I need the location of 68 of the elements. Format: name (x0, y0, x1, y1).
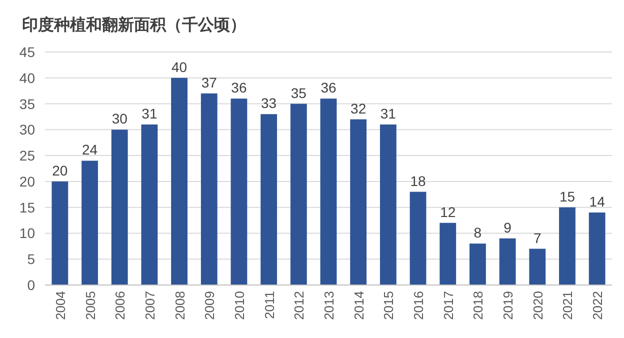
bar (82, 160, 98, 285)
y-tick-label: 40 (19, 70, 36, 86)
data-label: 20 (52, 162, 68, 178)
data-label: 8 (474, 224, 482, 241)
data-label: 30 (112, 110, 128, 127)
data-label: 35 (290, 84, 307, 101)
bar (529, 248, 546, 285)
data-label: 18 (410, 172, 426, 189)
x-tick-label: 2005 (82, 291, 98, 320)
x-tick-label: 2018 (470, 291, 486, 320)
bar (320, 98, 337, 285)
x-tick-label: 2012 (292, 291, 307, 320)
x-tick-label: 2021 (560, 291, 576, 320)
x-tick-label: 2017 (440, 291, 456, 320)
bar (171, 78, 188, 285)
x-tick-label: 2011 (262, 291, 277, 319)
data-label: 9 (504, 219, 512, 236)
bar (350, 119, 367, 285)
data-label: 7 (533, 230, 542, 246)
bar (52, 181, 68, 285)
x-tick-label: 2007 (142, 291, 158, 320)
bar (410, 192, 426, 285)
y-tick-label: 20 (19, 173, 36, 190)
bar (141, 124, 158, 285)
y-tick-label: 35 (19, 96, 36, 112)
x-tick-label: 2015 (381, 291, 396, 320)
y-tick-label: 30 (19, 122, 36, 138)
x-tick-label: 2008 (172, 291, 188, 320)
x-tick-label: 2020 (530, 291, 546, 320)
data-label: 36 (231, 80, 247, 96)
y-tick-label: 45 (19, 44, 36, 60)
bar (380, 124, 396, 285)
x-tick-label: 2013 (322, 291, 336, 320)
data-label: 31 (380, 105, 396, 122)
y-tick-label: 25 (19, 148, 36, 164)
x-tick-label: 2010 (232, 291, 247, 320)
bar (200, 93, 218, 285)
bar (588, 212, 606, 285)
bar (290, 104, 307, 285)
bar (559, 207, 576, 285)
data-label: 37 (201, 74, 218, 90)
bar (230, 98, 248, 285)
x-tick-label: 2006 (112, 291, 128, 320)
x-tick-label: 2019 (500, 291, 516, 320)
data-label: 14 (589, 194, 606, 210)
x-tick-label: 2014 (351, 291, 366, 320)
bar (440, 222, 456, 285)
data-label: 31 (142, 105, 158, 122)
y-tick-label: 15 (19, 199, 36, 216)
x-tick-label: 2016 (411, 291, 426, 320)
y-tick-label: 5 (27, 251, 36, 268)
data-label: 32 (350, 100, 366, 116)
chart-title: 印度种植和翻新面积（千公顷） (22, 15, 246, 34)
data-label: 12 (440, 204, 456, 220)
bar (260, 114, 278, 285)
data-label: 40 (172, 58, 188, 75)
bar (111, 130, 128, 285)
data-label: 36 (320, 80, 336, 96)
bar (470, 244, 486, 285)
y-tick-label: 0 (27, 277, 36, 293)
y-tick-label: 10 (19, 225, 36, 242)
x-tick-label: 2009 (202, 291, 218, 320)
data-label: 33 (261, 95, 277, 112)
x-tick-label: 2022 (590, 291, 606, 320)
bar (499, 238, 516, 285)
x-tick-label: 2004 (52, 291, 68, 320)
data-label: 15 (559, 188, 576, 204)
data-label: 24 (82, 142, 98, 158)
